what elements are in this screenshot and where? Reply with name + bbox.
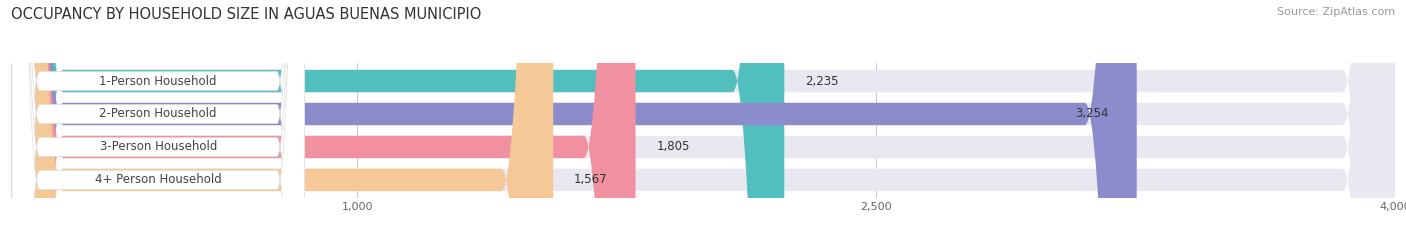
- FancyBboxPatch shape: [11, 0, 1395, 233]
- Text: 1,567: 1,567: [574, 173, 607, 186]
- Text: 2-Person Household: 2-Person Household: [100, 107, 217, 120]
- FancyBboxPatch shape: [11, 0, 305, 233]
- FancyBboxPatch shape: [11, 0, 305, 233]
- FancyBboxPatch shape: [11, 0, 1395, 233]
- FancyBboxPatch shape: [11, 0, 1395, 233]
- Text: 3,254: 3,254: [1076, 107, 1109, 120]
- Text: 4+ Person Household: 4+ Person Household: [94, 173, 222, 186]
- FancyBboxPatch shape: [11, 0, 636, 233]
- Text: 1,805: 1,805: [657, 140, 690, 154]
- FancyBboxPatch shape: [11, 0, 1136, 233]
- Text: 1-Person Household: 1-Person Household: [100, 75, 217, 88]
- Text: 3-Person Household: 3-Person Household: [100, 140, 217, 154]
- FancyBboxPatch shape: [11, 0, 553, 233]
- FancyBboxPatch shape: [11, 0, 305, 233]
- FancyBboxPatch shape: [11, 0, 305, 233]
- FancyBboxPatch shape: [11, 0, 785, 233]
- FancyBboxPatch shape: [11, 0, 1395, 233]
- Text: OCCUPANCY BY HOUSEHOLD SIZE IN AGUAS BUENAS MUNICIPIO: OCCUPANCY BY HOUSEHOLD SIZE IN AGUAS BUE…: [11, 7, 482, 22]
- Text: 2,235: 2,235: [806, 75, 838, 88]
- Text: Source: ZipAtlas.com: Source: ZipAtlas.com: [1277, 7, 1395, 17]
